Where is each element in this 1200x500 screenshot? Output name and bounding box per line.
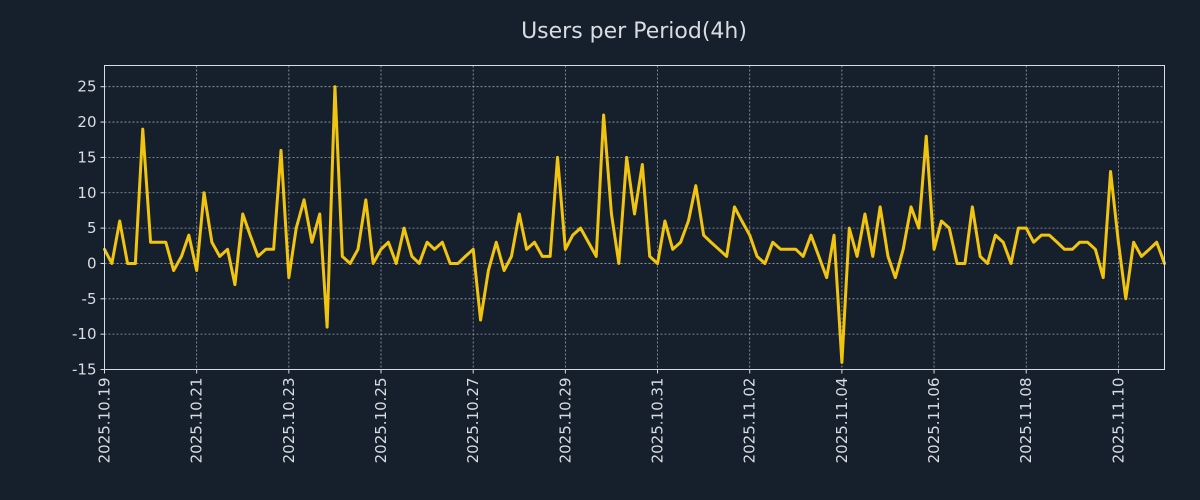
x-tick-label: 2025.11.08 bbox=[1017, 378, 1035, 464]
line-chart: Users per Period(4h) -15-10-50510152025 … bbox=[0, 0, 1200, 500]
plot-area-frame bbox=[105, 66, 1165, 370]
x-tick-label: 2025.11.06 bbox=[925, 377, 943, 463]
x-tick-label: 2025.11.10 bbox=[1109, 378, 1127, 464]
y-tick-label: 15 bbox=[77, 148, 96, 166]
chart-title: Users per Period(4h) bbox=[521, 19, 747, 44]
y-tick-label: 25 bbox=[77, 78, 96, 96]
grid bbox=[105, 66, 1165, 370]
x-tick-label: 2025.10.19 bbox=[96, 378, 114, 464]
x-tick-label: 2025.11.04 bbox=[833, 378, 851, 464]
x-tick-label: 2025.11.02 bbox=[741, 378, 759, 464]
x-tick-label: 2025.10.27 bbox=[464, 378, 482, 464]
y-tick-label: -10 bbox=[72, 325, 97, 343]
x-tick-label: 2025.10.25 bbox=[372, 378, 390, 464]
series-layer bbox=[105, 87, 1165, 363]
y-tick-label: -5 bbox=[82, 290, 97, 308]
y-tick-label: 5 bbox=[87, 219, 97, 237]
x-tick-label: 2025.10.31 bbox=[649, 378, 667, 464]
series-line-users bbox=[105, 87, 1165, 363]
y-tick-label: 20 bbox=[77, 113, 96, 131]
y-tick-label: 0 bbox=[87, 254, 97, 272]
x-tick-label: 2025.10.21 bbox=[188, 378, 206, 464]
y-tick-label: -15 bbox=[72, 361, 97, 379]
y-axis: -15 -10 -5 0 5 10 15 20 25 bbox=[72, 78, 105, 379]
x-tick-label: 2025.10.29 bbox=[556, 378, 574, 464]
x-tick-label: 2025.10.23 bbox=[280, 378, 298, 464]
y-tick-label: 10 bbox=[77, 184, 96, 202]
x-axis: 2025.10.19 2025.10.21 2025.10.23 2025.10.25… bbox=[96, 370, 1128, 464]
